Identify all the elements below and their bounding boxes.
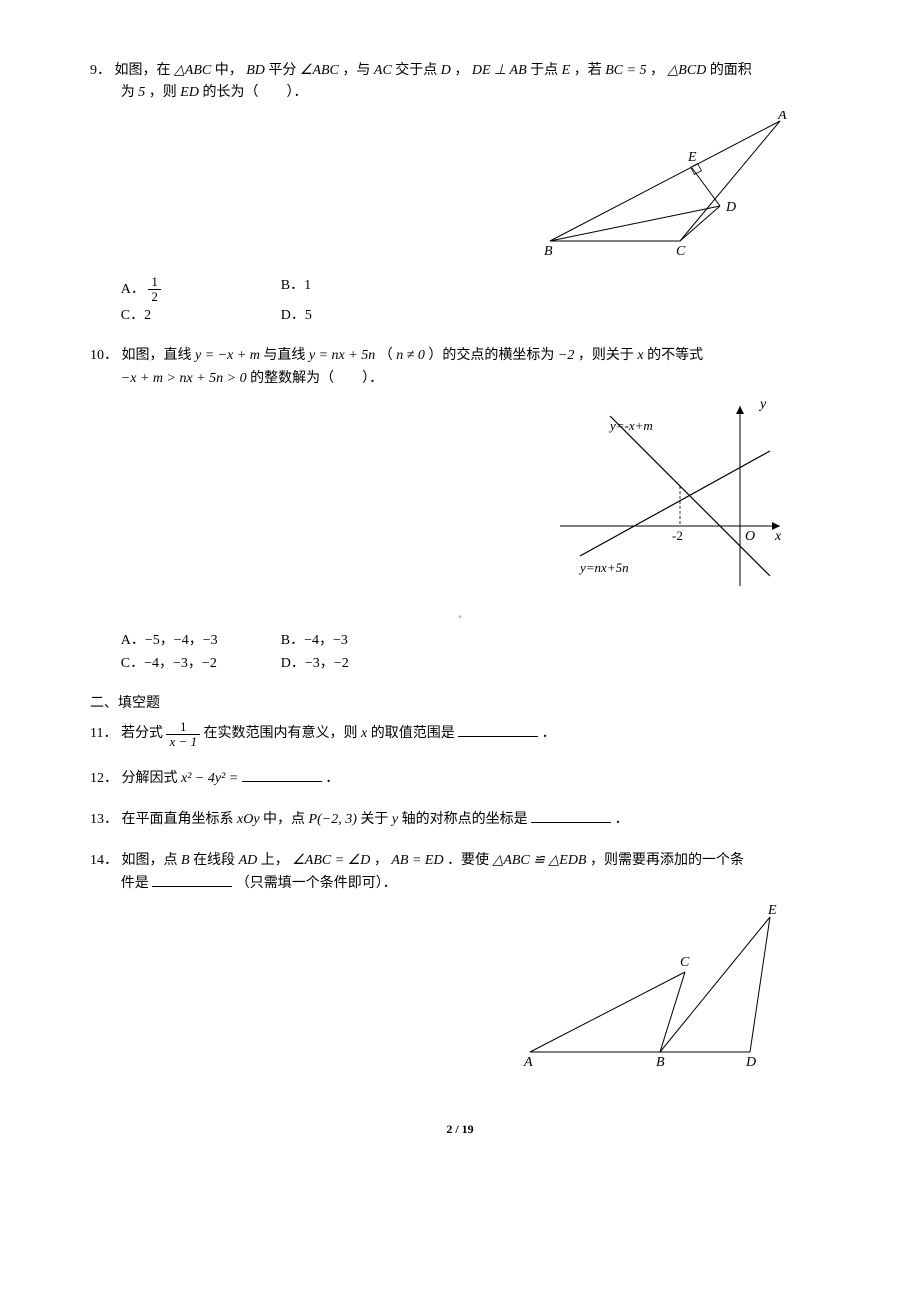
q10-choice-d: D．−3，−2 xyxy=(281,653,441,675)
svg-text:x: x xyxy=(774,529,782,544)
question-11: 11． 若分式 1x − 1 在实数范围内有意义，则 x 的取值范围是 ． xyxy=(90,720,830,750)
svg-text:E: E xyxy=(767,903,777,918)
question-12: 12． 分解因式 x² − 4y² = ． xyxy=(90,767,830,790)
q9-stem: 9． 如图，在 △ABC 中， BD 平分 ∠ABC ，与 AC 交于点 D ，… xyxy=(90,60,830,82)
q10-stem: 10． 如图，直线 y = −x + m 与直线 y = nx + 5n （ n… xyxy=(90,345,830,367)
q14-num: 14． xyxy=(90,853,118,868)
q10-stem-line2: −x + m > nx + 5n > 0 的整数解为（ ）． xyxy=(121,368,830,390)
q9-choice-d: D．5 xyxy=(281,305,441,327)
svg-text:C: C xyxy=(676,244,686,259)
q12-blank xyxy=(242,767,322,782)
svg-text:D: D xyxy=(725,200,736,215)
q13-num: 13． xyxy=(90,812,118,827)
q13-blank xyxy=(531,808,611,823)
q14-blank xyxy=(152,872,232,887)
q11-num: 11． xyxy=(90,726,117,741)
q10-choice-c: C．−4，−3，−2 xyxy=(121,653,281,675)
q9-stem-line2: 为 5 ，则 ED 的长为（ ）． xyxy=(121,82,830,104)
svg-text:y: y xyxy=(758,397,767,412)
q9-figure: A B C D E xyxy=(90,111,790,269)
q9-choice-a: A． 12 xyxy=(121,275,281,305)
watermark-dot: ▪ xyxy=(90,610,830,626)
svg-text:O: O xyxy=(745,529,755,544)
svg-text:A: A xyxy=(523,1055,533,1070)
q14-figure: A B C D E xyxy=(90,902,790,1080)
q10-choices: A．−5，−4，−3 B．−4，−3 C．−4，−3，−2 D．−3，−2 xyxy=(121,630,830,675)
q12-num: 12． xyxy=(90,771,118,786)
svg-text:-2: -2 xyxy=(672,528,683,543)
svg-text:y=nx+5n: y=nx+5n xyxy=(578,560,629,575)
q10-num: 10． xyxy=(90,348,118,363)
q9-num: 9． xyxy=(90,63,111,78)
q14-stem: 14． 如图，点 B 在线段 AD 上， ∠ABC = ∠D ， AB = ED… xyxy=(90,850,830,872)
q9-choice-c: C．2 xyxy=(121,305,281,327)
svg-text:y=-x+m: y=-x+m xyxy=(608,418,653,433)
svg-text:A: A xyxy=(777,111,787,123)
section-2-title: 二、填空题 xyxy=(90,693,830,715)
page-number: 2 / 19 xyxy=(90,1120,830,1139)
q14-stem-line2: 件是 （只需填一个条件即可）． xyxy=(121,872,830,895)
q10-figure: y x O -2 y=-x+m y=nx+5n xyxy=(90,396,790,604)
q11-blank xyxy=(458,722,538,737)
q9-choice-b: B．1 xyxy=(281,275,441,305)
q9-choices: A． 12 B．1 C．2 D．5 xyxy=(121,275,830,327)
svg-text:C: C xyxy=(680,955,690,970)
svg-text:B: B xyxy=(544,244,553,259)
svg-text:E: E xyxy=(687,150,697,165)
question-13: 13． 在平面直角坐标系 xOy 中，点 P(−2, 3) 关于 y 轴的对称点… xyxy=(90,808,830,831)
svg-text:B: B xyxy=(656,1055,665,1070)
q10-choice-b: B．−4，−3 xyxy=(281,630,441,652)
q10-choice-a: A．−5，−4，−3 xyxy=(121,630,281,652)
svg-text:D: D xyxy=(745,1055,756,1070)
question-9: 9． 如图，在 △ABC 中， BD 平分 ∠ABC ，与 AC 交于点 D ，… xyxy=(90,60,830,327)
question-10: 10． 如图，直线 y = −x + m 与直线 y = nx + 5n （ n… xyxy=(90,345,830,675)
question-14: 14． 如图，点 B 在线段 AD 上， ∠ABC = ∠D ， AB = ED… xyxy=(90,850,830,1080)
